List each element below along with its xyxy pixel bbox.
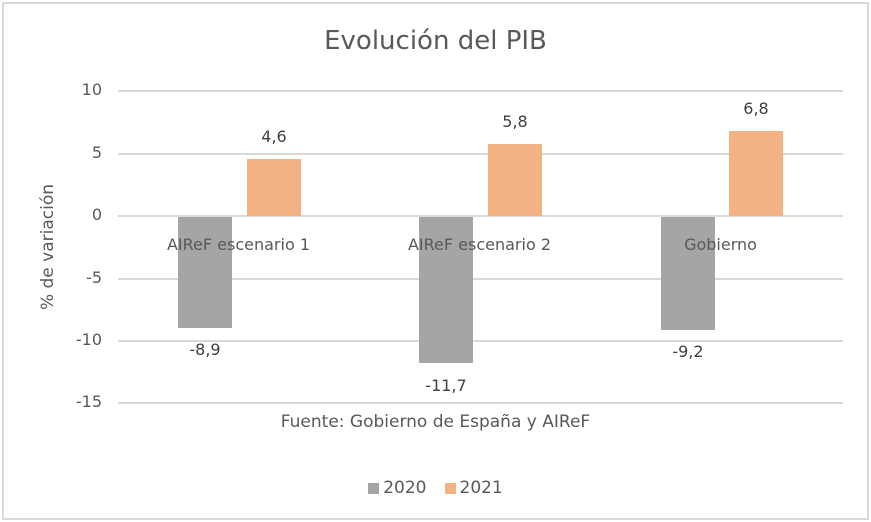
gridline (118, 153, 843, 155)
gridline (118, 340, 843, 342)
legend-label: 2021 (459, 478, 503, 498)
value-label-2021: 4,6 (261, 127, 287, 146)
gridline (118, 402, 843, 404)
gridline (118, 278, 843, 280)
bar-2020-gobierno (661, 217, 715, 330)
chart-title: Evolución del PIB (324, 26, 547, 56)
legend-item-2020: 2020 (368, 478, 427, 498)
y-tick-5: 5 (91, 143, 102, 162)
bar-2021-aire-escenario-1 (247, 159, 301, 216)
gridline (118, 90, 843, 92)
bar-2021-gobierno (729, 131, 783, 216)
value-label-2021: 5,8 (502, 112, 528, 131)
y-tick-m15: -15 (75, 392, 102, 411)
value-label-2020: -11,7 (425, 376, 467, 395)
legend: 2020 2021 (0, 478, 871, 498)
y-tick-m5: -5 (86, 268, 102, 287)
y-tick-m10: -10 (75, 330, 102, 349)
category-label: AIReF escenario 2 (407, 235, 552, 254)
legend-swatch-icon (368, 482, 380, 494)
y-tick-10: 10 (81, 80, 102, 99)
bar-2021-aire-escenario-2 (488, 144, 542, 216)
source-note: Fuente: Gobierno de España y AIReF (280, 412, 591, 432)
legend-swatch-icon (444, 482, 456, 494)
category-label: AIReF escenario 1 (166, 235, 311, 254)
category-label: Gobierno (684, 235, 757, 254)
bar-2020-aire-escenario-1 (178, 217, 232, 328)
y-tick-0: 0 (91, 205, 102, 224)
y-axis-label: % de variación (38, 183, 58, 311)
gridline-zero (118, 215, 843, 217)
bar-2020-aire-escenario-2 (419, 217, 473, 363)
value-label-2021: 6,8 (743, 99, 769, 118)
legend-label: 2020 (383, 478, 427, 498)
value-label-2020: -8,9 (189, 340, 221, 359)
value-label-2020: -9,2 (672, 342, 704, 361)
legend-item-2021: 2021 (444, 478, 503, 498)
